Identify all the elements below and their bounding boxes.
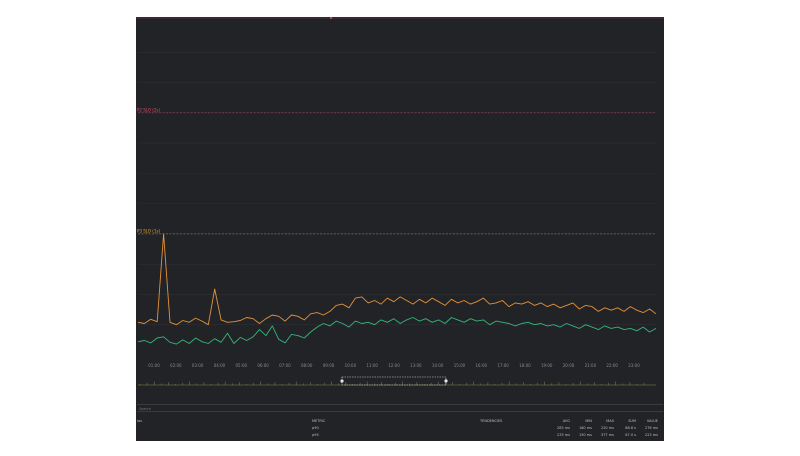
- col-max-header[interactable]: MAX: [606, 419, 614, 423]
- x-tick-label: 07:00: [279, 363, 291, 368]
- x-tick-label: 06:00: [257, 363, 269, 368]
- x-tick-label: 20:00: [563, 363, 575, 368]
- row-metric: p90: [312, 426, 319, 430]
- threshold-label: P2 SLO (2s): [137, 107, 160, 112]
- row-min: 180 ms: [578, 426, 592, 430]
- x-tick-label: 14:00: [432, 363, 444, 368]
- latency-chart: P2 SLO (2s) P3 SLO (1s) 01:00 02:00 03:00 04…: [136, 17, 664, 386]
- row-sum: 67.0 s: [625, 433, 636, 437]
- x-tick-label: 23:00: [628, 363, 640, 368]
- x-tick-label: 17:00: [497, 363, 509, 368]
- row-value: 276 ms: [644, 426, 658, 430]
- x-tick-label: 19:00: [541, 363, 553, 368]
- x-tick-label: 04:00: [214, 363, 226, 368]
- col-value-header[interactable]: VALUE: [646, 419, 658, 423]
- x-tick-label: 22:00: [606, 363, 618, 368]
- x-tick-label: 08:00: [301, 363, 313, 368]
- legend-search[interactable]: Search: [137, 404, 663, 412]
- x-tick-label: 01:00: [148, 363, 160, 368]
- navigator-window: [341, 376, 447, 386]
- x-tick-label: 05:00: [236, 363, 248, 368]
- col-avg-header[interactable]: AVG: [562, 419, 570, 423]
- row-max: 377 ms: [600, 433, 614, 437]
- navigator-right-handle[interactable]: [444, 379, 448, 383]
- navigator-left-handle[interactable]: [340, 379, 344, 383]
- legend-header-row: ias METRIC TENDENCIES AVG MIN MAX SUM VA…: [136, 418, 664, 425]
- x-tick-label: 09:00: [323, 363, 335, 368]
- threshold-label: P3 SLO (1s): [137, 228, 160, 233]
- x-tick-label: 13:00: [410, 363, 422, 368]
- row-avg: 283 ms: [556, 426, 570, 430]
- legend-table: ias METRIC TENDENCIES AVG MIN MAX SUM VA…: [136, 417, 664, 441]
- chart-panel: P2 SLO (2s) P3 SLO (1s) 01:00 02:00 03:00 04…: [136, 17, 664, 441]
- legend-row-p90[interactable]: p90 283 ms 180 ms 220 ms 88.6 s 276 ms: [136, 425, 664, 432]
- x-tick-label: 16:00: [476, 363, 488, 368]
- col-metric-header[interactable]: METRIC: [312, 419, 326, 423]
- x-tick-label: 12:00: [388, 363, 400, 368]
- x-tick-label: 21:00: [585, 363, 597, 368]
- row-avg: 233 ms: [556, 433, 570, 437]
- x-tick-label: 11:00: [366, 363, 378, 368]
- top-alert-dot: [330, 17, 332, 19]
- col-alias-header[interactable]: ias: [137, 419, 142, 423]
- col-min-header[interactable]: MIN: [585, 419, 592, 423]
- x-tick-label: 02:00: [170, 363, 182, 368]
- row-max: 220 ms: [600, 426, 614, 430]
- row-sum: 88.6 s: [625, 426, 636, 430]
- row-metric: p95: [312, 433, 319, 437]
- col-tendency-header[interactable]: TENDENCIES: [480, 419, 503, 423]
- x-tick-label: 10:00: [345, 363, 357, 368]
- series-line-p90: [137, 233, 657, 326]
- col-sum-header[interactable]: SUM: [628, 419, 636, 423]
- top-alert-band: [136, 17, 664, 19]
- row-min: 150 ms: [578, 433, 592, 437]
- x-tick-label: 18:00: [519, 363, 531, 368]
- row-value: 223 ms: [644, 433, 658, 437]
- legend-row-p95[interactable]: p95 233 ms 150 ms 377 ms 67.0 s 223 ms: [136, 432, 664, 439]
- series-line-p95: [137, 317, 657, 345]
- x-tick-label: 03:00: [192, 363, 204, 368]
- x-tick-label: 15:00: [454, 363, 466, 368]
- search-placeholder: Search: [139, 407, 152, 411]
